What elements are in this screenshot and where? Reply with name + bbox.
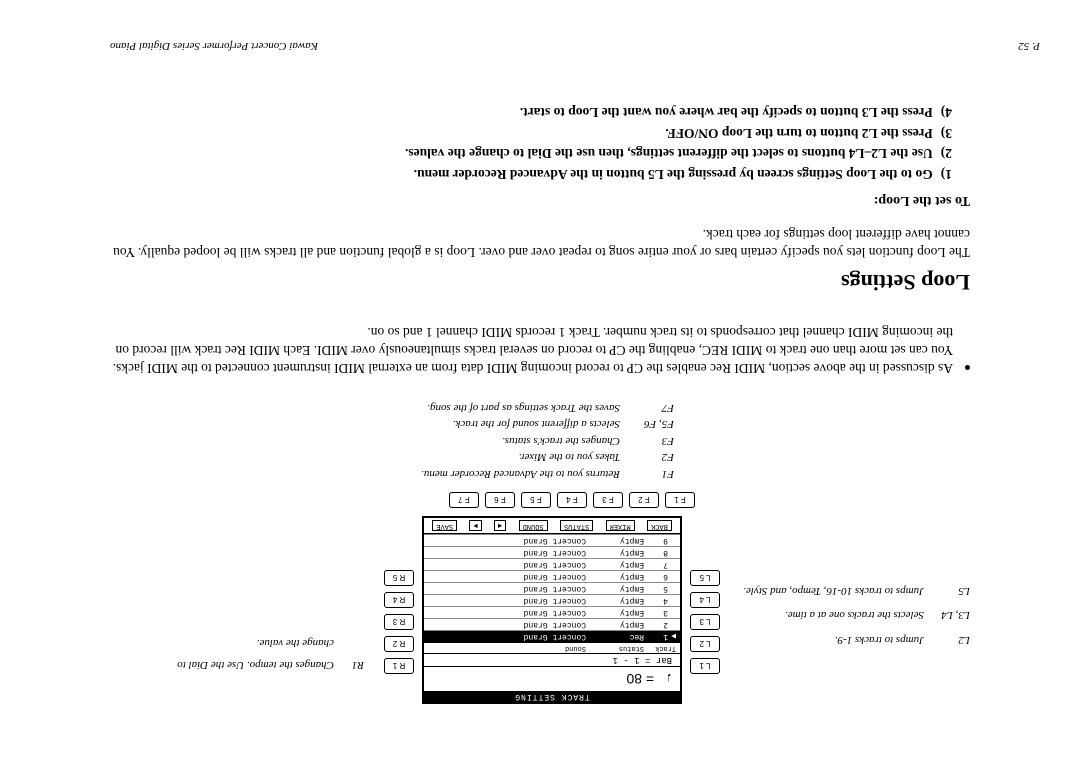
lcd-soft-button: ▶ bbox=[469, 520, 481, 531]
midi-rec-text: As discussed in the above section, MIDI … bbox=[110, 323, 953, 378]
f5-button[interactable]: F 5 bbox=[521, 492, 551, 508]
label-text-l3l4: Selects the tracks one at a time. bbox=[785, 607, 924, 624]
lcd-track-row: 5EmptyConcert Grand bbox=[424, 582, 680, 594]
lcd-soft-button: SOUND bbox=[519, 520, 548, 531]
right-side-labels: R1 Changes the tempo. Use the Dial to ch… bbox=[164, 632, 364, 704]
f3-button[interactable]: F 3 bbox=[593, 492, 623, 508]
top-section: L2 Jumps to tracks 1-9. L3, L4 Selects t… bbox=[110, 516, 970, 704]
label-key-r1: R1 bbox=[342, 632, 364, 676]
lcd-screen: TRACK SETTING ♩ = 80 Bar = 1 - 1 Track S… bbox=[422, 516, 682, 704]
footer-title: Kawai Concert Performer Series Digital P… bbox=[110, 40, 318, 52]
lcd-block: L 1 L 2 L 3 L 4 L 5 TRACK SETTING ♩ = 80… bbox=[384, 516, 720, 704]
f1-button[interactable]: F 1 bbox=[665, 492, 695, 508]
lcd-soft-button: STATUS bbox=[560, 520, 593, 531]
page-footer: P. 52 Kawai Concert Performer Series Dig… bbox=[110, 40, 1040, 52]
lcd-footer-buttons: BACK MIXER STATUS SOUND ◀ ▶ SAVE bbox=[424, 518, 680, 534]
loop-description: The Loop function lets you specify certa… bbox=[110, 224, 970, 260]
r5-button[interactable]: R 5 bbox=[384, 570, 414, 586]
r-button-column: R 1 R 2 R 3 R 4 R 5 bbox=[384, 570, 414, 704]
lcd-bar: Bar = 1 - 1 bbox=[424, 653, 680, 666]
bullet-icon bbox=[965, 366, 970, 371]
l1-button[interactable]: L 1 bbox=[690, 658, 720, 674]
l5-button[interactable]: L 5 bbox=[690, 570, 720, 586]
left-side-labels: L2 Jumps to tracks 1-9. L3, L4 Selects t… bbox=[740, 583, 970, 705]
r1-button[interactable]: R 1 bbox=[384, 658, 414, 674]
loop-procedure: To set the Loop: 1)Go to the Loop Settin… bbox=[110, 101, 970, 209]
midi-rec-note: As discussed in the above section, MIDI … bbox=[110, 323, 970, 378]
loop-settings-heading: Loop Settings bbox=[110, 269, 970, 295]
page-content: L2 Jumps to tracks 1-9. L3, L4 Selects t… bbox=[0, 0, 1080, 764]
loop-steps: 1)Go to the Loop Settings screen by pres… bbox=[110, 101, 970, 185]
lcd-track-row: 9EmptyConcert Grand bbox=[424, 534, 680, 546]
lcd-track-row: 8EmptyConcert Grand bbox=[424, 546, 680, 558]
lcd-column-headers: Track Status Sound bbox=[424, 642, 680, 653]
f2-button[interactable]: F 2 bbox=[629, 492, 659, 508]
label-text-l5: Jumps to tracks 10-16, Tempo, and Style. bbox=[743, 583, 924, 600]
lcd-track-row: 2EmptyConcert Grand bbox=[424, 618, 680, 630]
f-descriptions: F1Returns you to the Advanced Recorder m… bbox=[110, 400, 674, 483]
lcd-tempo: ♩ = 80 bbox=[424, 666, 680, 691]
lcd-track-row: 4EmptyConcert Grand bbox=[424, 594, 680, 606]
r3-button[interactable]: R 3 bbox=[384, 614, 414, 630]
l3-button[interactable]: L 3 bbox=[690, 614, 720, 630]
f4-button[interactable]: F 4 bbox=[557, 492, 587, 508]
r4-button[interactable]: R 4 bbox=[384, 592, 414, 608]
label-text-r1: Changes the tempo. Use the Dial to chang… bbox=[164, 632, 334, 676]
f-button-row: F 1 F 2 F 3 F 4 F 5 F 6 F 7 bbox=[442, 492, 702, 508]
lcd-soft-button: ◀ bbox=[494, 520, 506, 531]
page-number: P. 52 bbox=[1018, 40, 1040, 52]
l4-button[interactable]: L 4 bbox=[690, 592, 720, 608]
lcd-soft-button: BACK bbox=[647, 520, 672, 531]
l2-button[interactable]: L 2 bbox=[690, 636, 720, 652]
label-key-l3l4: L3, L4 bbox=[932, 607, 970, 624]
lcd-soft-button: SAVE bbox=[432, 520, 457, 531]
lcd-soft-button: MIXER bbox=[606, 520, 635, 531]
label-text-l2: Jumps to tracks 1-9. bbox=[835, 632, 924, 649]
loop-proc-title: To set the Loop: bbox=[110, 192, 970, 208]
label-key-l2: L2 bbox=[932, 632, 970, 649]
r2-button[interactable]: R 2 bbox=[384, 636, 414, 652]
lcd-track-list: ▶1RecConcert Grand2EmptyConcert Grand3Em… bbox=[424, 534, 680, 642]
f7-button[interactable]: F 7 bbox=[449, 492, 479, 508]
l-button-column: L 1 L 2 L 3 L 4 L 5 bbox=[690, 570, 720, 704]
lcd-track-row: ▶1RecConcert Grand bbox=[424, 630, 680, 642]
lcd-track-row: 6EmptyConcert Grand bbox=[424, 570, 680, 582]
lcd-track-row: 3EmptyConcert Grand bbox=[424, 606, 680, 618]
label-key-l5: L5 bbox=[932, 583, 970, 600]
f6-button[interactable]: F 6 bbox=[485, 492, 515, 508]
lcd-track-row: 7EmptyConcert Grand bbox=[424, 558, 680, 570]
lcd-header: TRACK SETTING bbox=[424, 691, 680, 702]
